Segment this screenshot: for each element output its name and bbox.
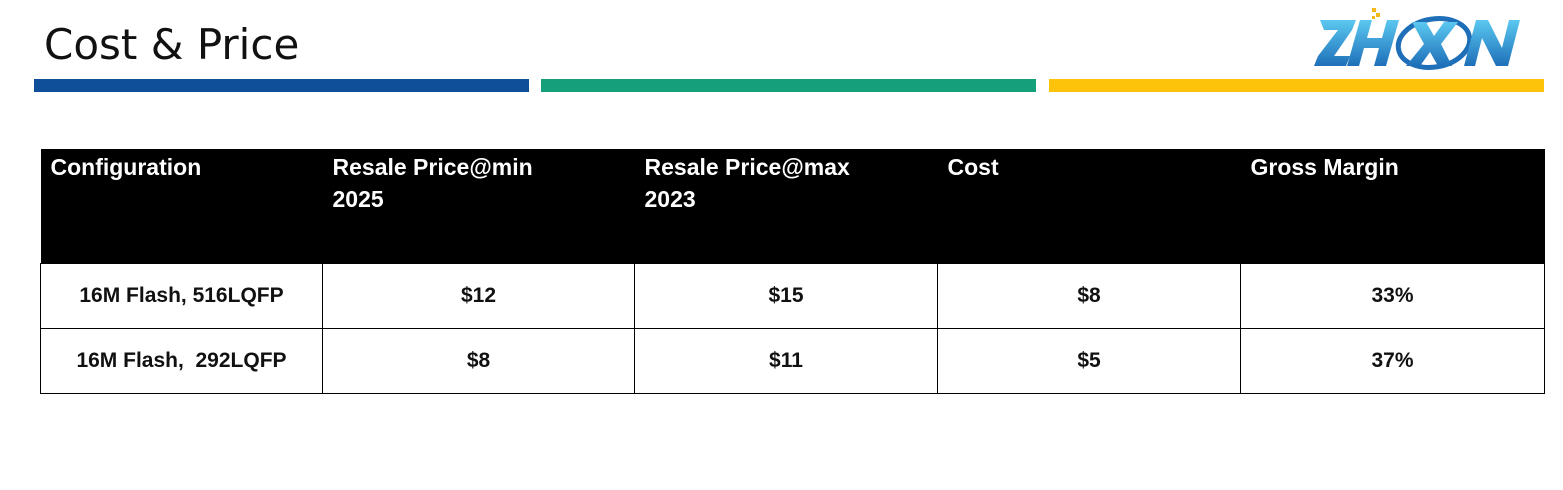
cell-resale-min: $12	[322, 262, 635, 329]
header-configuration: Configuration	[40, 149, 323, 263]
zhxn-logo	[1314, 8, 1520, 70]
cell-cost: $5	[937, 327, 1241, 394]
table-row: 16M Flash, 516LQFP $12 $15 $8 33%	[40, 262, 1545, 329]
accent-bar-green	[541, 79, 1036, 92]
cell-resale-max: $11	[634, 327, 938, 394]
cell-gross-margin: 37%	[1240, 327, 1545, 394]
cost-price-table: Configuration Resale Price@min 2025 Resa…	[40, 149, 1545, 394]
header-cost: Cost	[937, 149, 1241, 263]
table-header-row: Configuration Resale Price@min 2025 Resa…	[40, 149, 1545, 263]
table-row: 16M Flash, 292LQFP $8 $11 $5 37%	[40, 327, 1545, 394]
accent-bar-blue	[34, 79, 529, 92]
accent-bar-yellow	[1049, 79, 1544, 92]
cell-gross-margin: 33%	[1240, 262, 1545, 329]
cell-configuration: 16M Flash, 516LQFP	[40, 262, 323, 329]
header-gross-margin: Gross Margin	[1240, 149, 1545, 263]
header-resale-price-min: Resale Price@min 2025	[322, 149, 635, 263]
slide-title: Cost & Price	[44, 20, 300, 69]
header-resale-price-max: Resale Price@max 2023	[634, 149, 938, 263]
cell-resale-min: $8	[322, 327, 635, 394]
cell-configuration: 16M Flash, 292LQFP	[40, 327, 323, 394]
cell-cost: $8	[937, 262, 1241, 329]
cell-resale-max: $15	[634, 262, 938, 329]
